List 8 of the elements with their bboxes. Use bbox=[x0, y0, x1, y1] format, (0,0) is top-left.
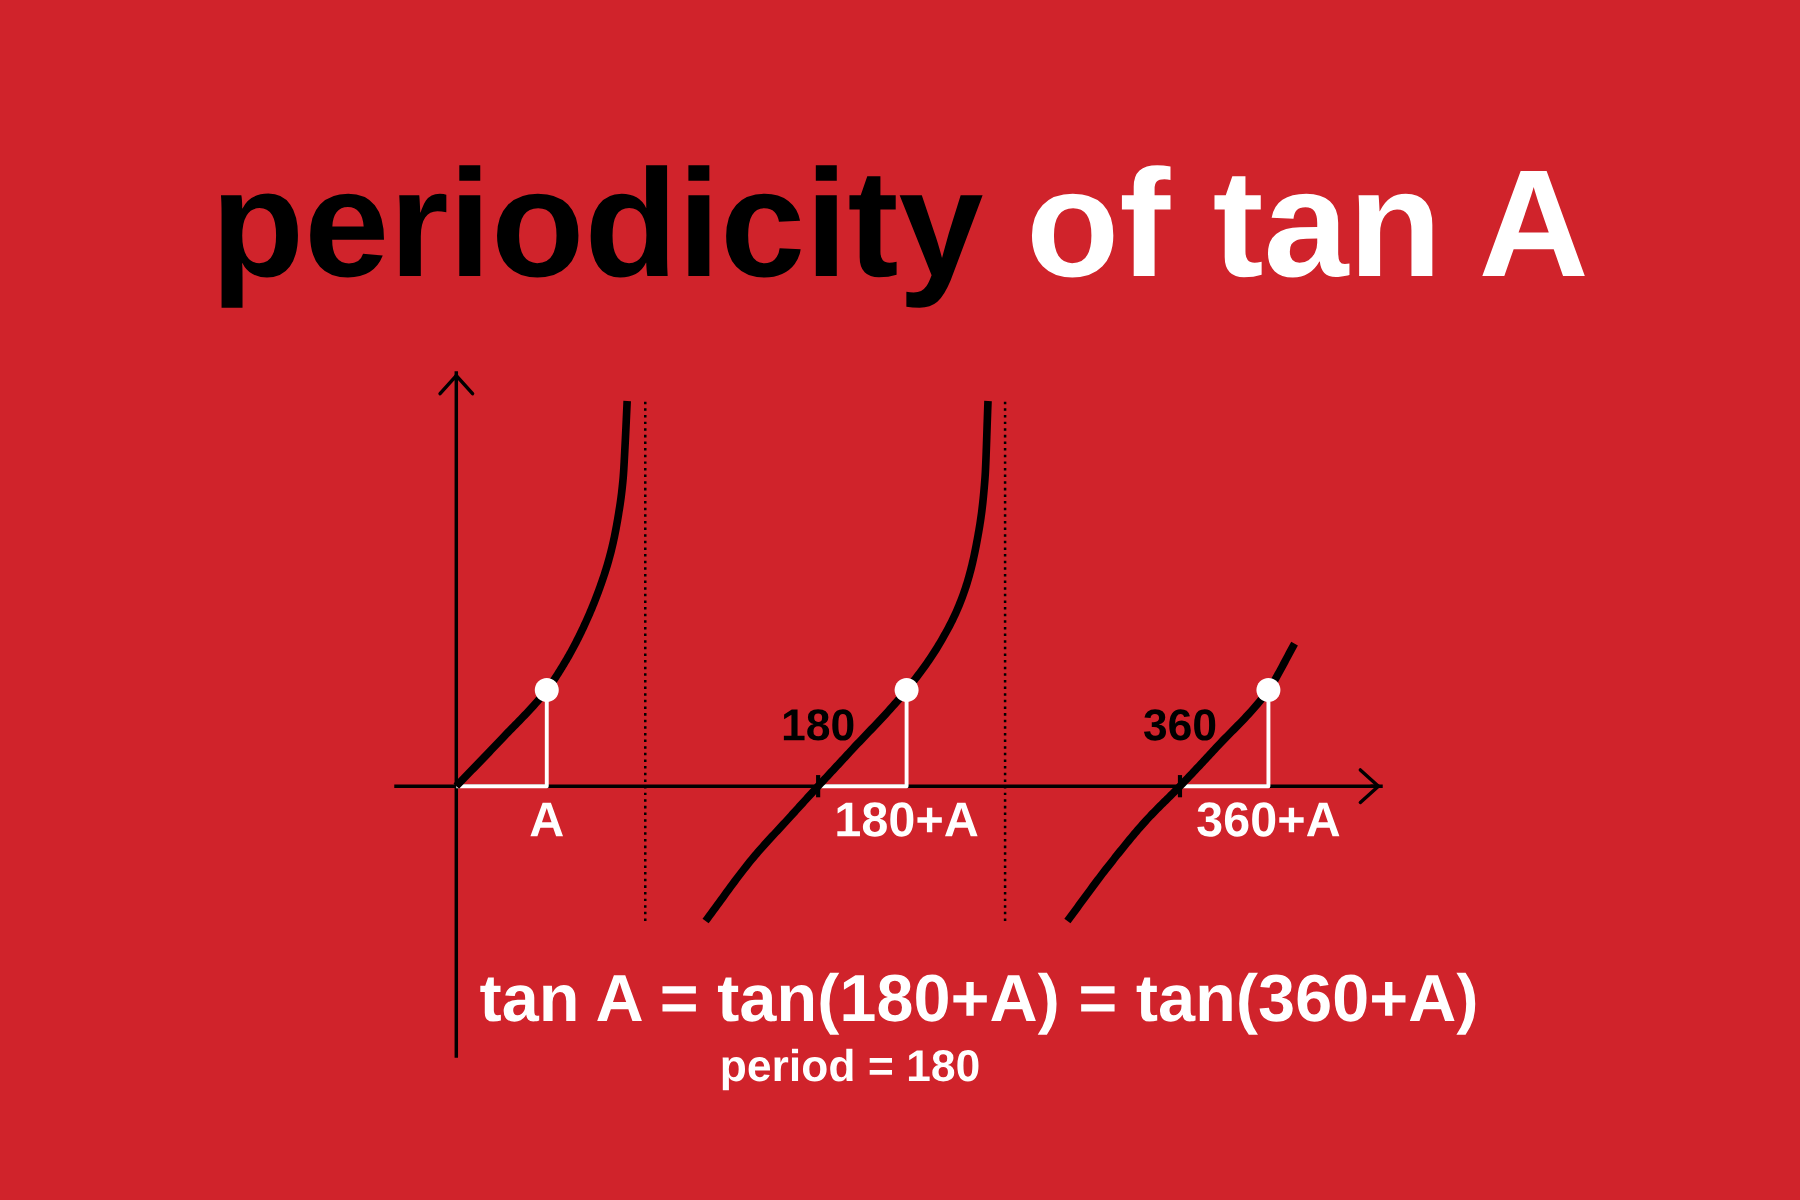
annotation: 180+A bbox=[837, 802, 978, 837]
chart-title: periodicity of tan A bbox=[220, 165, 1585, 308]
x-tick-label: 360 bbox=[1143, 709, 1216, 741]
text: tan A = tan(180+A) = tan(360+A) bbox=[480, 972, 1476, 1035]
x-tick-label: 180 bbox=[783, 709, 854, 741]
annotation: A bbox=[530, 802, 564, 837]
text: period = 180 bbox=[722, 1048, 979, 1091]
annotation: 360+A bbox=[1197, 802, 1340, 837]
